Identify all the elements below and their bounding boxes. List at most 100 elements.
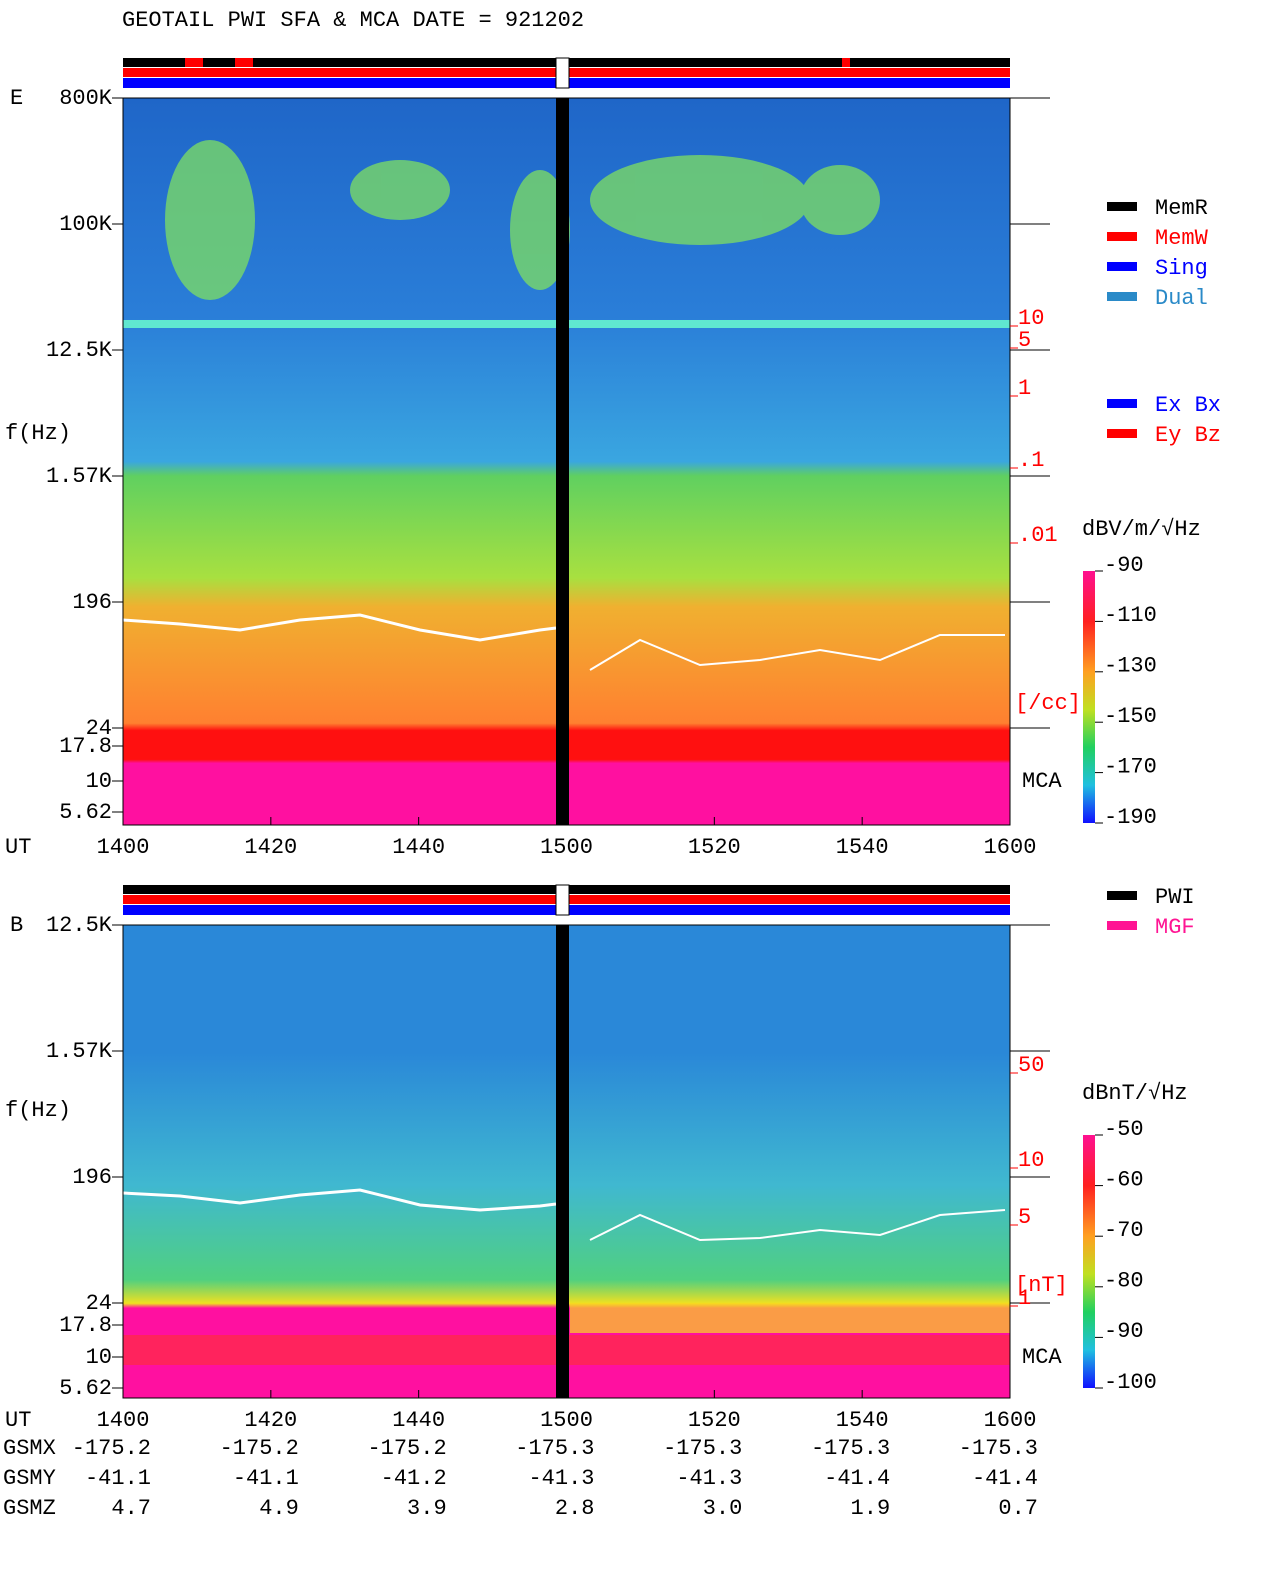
orbit-value: 4.7 <box>111 1496 151 1521</box>
orbit-value: -41.4 <box>972 1466 1038 1491</box>
y-tick-label: 17.8 <box>59 1313 112 1338</box>
x-tick-label: 1400 <box>97 835 150 860</box>
legend-label: Ey Bz <box>1155 423 1221 448</box>
y-tick-label: 12.5K <box>46 913 113 938</box>
x-tick-label: 1540 <box>836 835 889 860</box>
y-tick-label: 196 <box>72 590 112 615</box>
x-tick-label: 1540 <box>836 1408 889 1433</box>
legend-swatch <box>1107 232 1137 241</box>
legend-label: MemW <box>1155 226 1209 251</box>
density-tick-label: 1 <box>1018 1286 1031 1311</box>
x-tick-label: 1600 <box>984 835 1037 860</box>
x-axis-label: UT <box>5 1408 31 1433</box>
colorbar-tick-label: -170 <box>1104 754 1157 779</box>
legend-label: Sing <box>1155 256 1208 281</box>
colorbar-title: dBV/m/√Hz <box>1082 517 1201 542</box>
x-tick-label: 1420 <box>244 1408 297 1433</box>
legend-label: Dual <box>1155 286 1208 311</box>
legend-swatch <box>1107 891 1137 900</box>
colorbar-tick-label: -150 <box>1104 704 1157 729</box>
orbit-value: -175.3 <box>959 1436 1038 1461</box>
colorbar-tick-label: -50 <box>1104 1117 1144 1142</box>
y-tick-label: 196 <box>72 1165 112 1190</box>
y-axis-label: f(Hz) <box>5 421 71 446</box>
orbit-value: -41.1 <box>85 1466 151 1491</box>
x-tick-label: 1440 <box>392 1408 445 1433</box>
legend-label: MGF <box>1155 915 1195 940</box>
orbit-value: 3.0 <box>703 1496 743 1521</box>
orbit-value: -175.2 <box>367 1436 446 1461</box>
y-tick-label: 10 <box>86 1345 112 1370</box>
legend-swatch <box>1107 399 1137 408</box>
y-tick-label: 12.5K <box>46 338 113 363</box>
y-tick-label: 100K <box>59 212 113 237</box>
x-tick-label: 1440 <box>392 835 445 860</box>
orbit-value: -41.4 <box>824 1466 890 1491</box>
density-tick-label: 5 <box>1018 328 1031 353</box>
orbit-value: -41.3 <box>676 1466 742 1491</box>
colorbar <box>1083 571 1095 823</box>
legend-swatch <box>1107 921 1137 930</box>
title: GEOTAIL PWI SFA & MCA DATE = 921202 <box>122 8 584 33</box>
orbit-label: GSMX <box>3 1436 56 1461</box>
orbit-value: 0.7 <box>998 1496 1038 1521</box>
b-field <box>122 1188 557 1212</box>
colorbar-title: dBnT/√Hz <box>1082 1081 1188 1106</box>
colorbar-tick-label: -110 <box>1104 603 1157 628</box>
density-tick-label: 10 <box>1018 306 1044 331</box>
y-tick-label: 10 <box>86 769 112 794</box>
colorbar-tick-label: -60 <box>1104 1167 1144 1192</box>
colorbar <box>1083 1135 1095 1388</box>
y-tick-label: 24 <box>86 716 112 741</box>
x-axis-label: UT <box>5 835 31 860</box>
density-tick-label: .1 <box>1018 448 1044 473</box>
orbit-value: -175.3 <box>663 1436 742 1461</box>
x-tick-label: 1420 <box>244 835 297 860</box>
density-unit: [nT] <box>1015 1273 1068 1298</box>
x-tick-label: 1500 <box>540 835 593 860</box>
x-tick-label: 1520 <box>688 1408 741 1433</box>
y-tick-label: 24 <box>86 1291 112 1316</box>
status-bars <box>123 57 1010 916</box>
density-tick-label: 1 <box>1018 376 1031 401</box>
orbit-label: GSMZ <box>3 1496 56 1521</box>
x-tick-label: 1600 <box>984 1408 1037 1433</box>
orbit-value: 4.9 <box>259 1496 299 1521</box>
orbit-value: 2.8 <box>555 1496 595 1521</box>
e-density <box>589 634 1005 671</box>
spectrograms <box>122 57 1095 1398</box>
mca-label: MCA <box>1022 769 1062 794</box>
colorbar-tick-label: -100 <box>1104 1370 1157 1395</box>
legend-label: Ex Bx <box>1155 393 1221 418</box>
orbit-value: 1.9 <box>851 1496 891 1521</box>
density-tick-label: 5 <box>1018 1205 1031 1230</box>
x-tick-label: 1400 <box>97 1408 150 1433</box>
legend-swatch <box>1107 202 1137 211</box>
orbit-value: -41.2 <box>381 1466 447 1491</box>
e-emissions <box>165 140 880 300</box>
mca-label: MCA <box>1022 1345 1062 1370</box>
orbit-value: -175.2 <box>220 1436 299 1461</box>
gap <box>556 98 569 825</box>
panel-label: E <box>10 86 23 111</box>
b-mca-yellow <box>570 1303 1010 1333</box>
colorbar-tick-label: -80 <box>1104 1269 1144 1294</box>
e-density <box>122 613 557 642</box>
colorbar-tick-label: -70 <box>1104 1218 1144 1243</box>
legend-label: PWI <box>1155 885 1195 910</box>
panel-label: B <box>10 913 23 938</box>
y-tick-label: 5.62 <box>59 800 112 825</box>
orbit-value: -41.1 <box>233 1466 299 1491</box>
y-tick-label: 800K <box>59 86 113 111</box>
colorbar-tick-label: -190 <box>1104 805 1157 830</box>
y-tick-label: 1.57K <box>46 1039 113 1064</box>
density-tick-label: 50 <box>1018 1053 1044 1078</box>
orbit-value: 3.9 <box>407 1496 447 1521</box>
y-axis-label: f(Hz) <box>5 1098 71 1123</box>
orbit-label: GSMY <box>3 1466 56 1491</box>
legend-swatch <box>1107 262 1137 271</box>
colorbar-tick-label: -130 <box>1104 654 1157 679</box>
x-tick-label: 1520 <box>688 835 741 860</box>
colorbar-tick-label: -90 <box>1104 553 1144 578</box>
